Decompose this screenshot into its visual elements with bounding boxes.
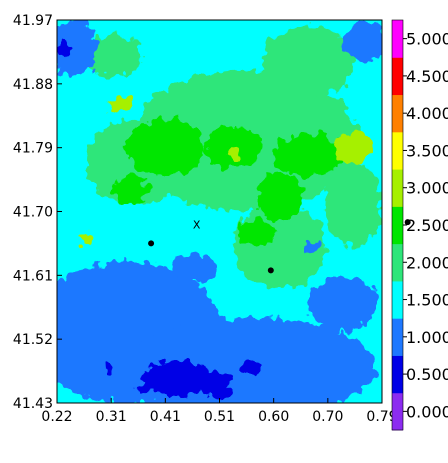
colorbar-tick-label: 0.500 (406, 365, 448, 384)
colorbar-tick-label: 2.000 (406, 253, 448, 272)
contour-region-3-1 (333, 132, 374, 164)
colorbar-swatch (392, 131, 403, 170)
colorbar-swatch (392, 20, 403, 58)
contour-region-0-5-5 (136, 383, 149, 395)
y-axis: 41.97 41.88 41.79 41.70 41.61 41.52 41.43 (13, 13, 62, 412)
plot-area: X (56, 19, 383, 404)
x-tick-label: 0.60 (258, 409, 289, 425)
colorbar: 0.000 0.500 1.000 1.500 2.000 2.500 3.000 3.500… (391, 19, 448, 431)
contour-region-1-2 (307, 275, 377, 333)
colorbar-swatch (392, 355, 403, 394)
colorbar-tick-label: 0.000 (406, 402, 448, 421)
contour-region-2-5-4 (239, 218, 274, 247)
contour-region-2-4 (262, 27, 354, 99)
colorbar-tick-label: 3.500 (406, 141, 448, 160)
colorbar-swatch (392, 243, 403, 282)
contour-region-1-4 (342, 20, 382, 63)
contour-region-3-3 (226, 149, 241, 161)
marker-dot-1 (267, 267, 274, 274)
y-tick-label: 41.88 (13, 77, 53, 93)
colorbar-swatch (392, 392, 403, 431)
x-tick-label: 0.41 (150, 409, 181, 425)
x-axis: 0.22 0.31 0.41 0.51 0.60 0.70 0.79 (41, 398, 398, 425)
x-tick-label: 0.79 (366, 409, 397, 425)
x-tick-label: 0.70 (312, 409, 343, 425)
x-tick-label: 0.22 (41, 409, 72, 425)
contour-region-1-5 (171, 254, 217, 283)
contour-region-2-5-0 (125, 119, 206, 177)
colorbar-swatch (392, 206, 403, 245)
contour-region-3-2 (78, 232, 93, 247)
contour-region-2-5-5 (114, 176, 149, 205)
colorbar-tick-label: 1.000 (406, 328, 448, 347)
colorbar-tick-label: 1.500 (406, 291, 448, 310)
contour-region-0-5-2 (242, 359, 260, 377)
colorbar-tick-label: 4.000 (406, 104, 448, 123)
colorbar-tick-label: 3.000 (406, 179, 448, 198)
colorbar-swatch (392, 57, 403, 96)
colorbar-swatch (392, 318, 403, 356)
contour-region-0-5-3 (57, 39, 69, 57)
markers: X (148, 218, 274, 274)
y-tick-label: 41.43 (13, 396, 53, 412)
y-tick-label: 41.79 (13, 141, 53, 157)
contour-region-2-5-1 (205, 126, 263, 169)
colorbar-swatch (392, 280, 403, 319)
colorbar-tick-label: 2.500 (406, 216, 448, 235)
contour-region-2-5 (85, 34, 143, 77)
y-tick-label: 41.70 (13, 205, 53, 221)
contour-region-0-5-0 (142, 360, 211, 396)
outside-marker (404, 219, 411, 226)
y-tick-label: 41.97 (13, 13, 53, 29)
x-tick-label: 0.31 (96, 409, 127, 425)
contour-region-0-5-1 (202, 371, 231, 400)
contour-region-0-5-4 (102, 361, 115, 374)
colorbar-tick-label: 4.500 (406, 67, 448, 86)
contour-region-2-5-3 (273, 133, 343, 177)
y-tick-label: 41.52 (13, 332, 53, 348)
colorbar-swatch (392, 169, 403, 207)
contour-regions (57, 20, 382, 403)
colorbar-swatch (392, 94, 403, 133)
contour-region-1-6 (305, 239, 323, 255)
contour-region-2-5-2 (256, 172, 303, 223)
y-tick-label: 41.61 (13, 268, 53, 284)
x-tick-label: 0.51 (204, 409, 235, 425)
contour-region-2-3 (324, 161, 382, 247)
marker-dot-0 (148, 240, 155, 247)
contour-region-1-3 (57, 20, 97, 77)
marker-label-2: X (193, 218, 201, 231)
contour-region-3-0 (108, 96, 132, 114)
colorbar-tick-label: 5.000 (406, 30, 448, 49)
